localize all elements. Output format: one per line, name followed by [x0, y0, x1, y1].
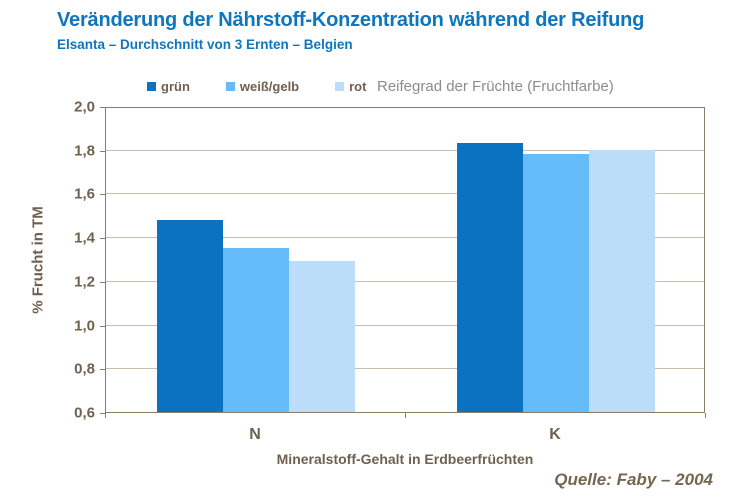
gridline — [106, 368, 704, 370]
source-credit: Quelle: Faby – 2004 — [554, 470, 713, 489]
legend-swatch-red-stage — [335, 81, 345, 91]
legend-item: grün — [147, 79, 190, 94]
legend-swatch-green-stage — [147, 81, 156, 91]
x-tick-mark — [705, 413, 706, 418]
bar-N-grün — [157, 219, 223, 412]
y-tick-mark — [100, 150, 105, 152]
gridline — [106, 237, 704, 239]
y-tick-mark — [100, 194, 105, 196]
y-tick-label: 2,0 — [74, 98, 95, 116]
y-tick-label: 0,8 — [74, 360, 95, 378]
chart-title: Veränderung der Nährstoff-Konzentration … — [57, 9, 645, 31]
legend-item-label: grün — [161, 78, 190, 94]
x-category-label: N — [249, 426, 261, 443]
bar-N-weiß/gelb — [223, 248, 289, 412]
bar-K-rot — [589, 149, 655, 412]
y-tick-label: 1,4 — [74, 229, 95, 247]
y-tick-mark — [100, 281, 105, 283]
bar-K-weiß/gelb — [523, 154, 589, 412]
x-tick-mark — [405, 413, 406, 418]
y-tick-label: 1,6 — [74, 185, 95, 203]
y-axis-title: % Frucht in TM — [29, 206, 47, 314]
bar-K-grün — [457, 143, 523, 412]
chart-subtitle: Elsanta – Durchschnitt von 3 Ernten – Be… — [57, 37, 353, 52]
gridline — [106, 324, 704, 326]
y-tick-label: 0,6 — [74, 404, 95, 422]
legend: grün weiß/gelb rot — [147, 76, 402, 96]
x-category-label: K — [549, 426, 561, 443]
x-axis-title: Mineralstoff-Gehalt in Erdbeerfrüchten — [276, 451, 534, 467]
y-tick-label: 1,0 — [74, 317, 95, 335]
y-tick-mark — [100, 238, 105, 240]
y-tick-mark — [100, 369, 105, 371]
gridline — [106, 280, 704, 282]
plot-area — [105, 107, 705, 413]
legend-note: Reifegrad der Früchte (Fruchtfarbe) — [377, 77, 614, 95]
y-tick-label: 1,2 — [74, 273, 95, 291]
bar-N-rot — [289, 261, 355, 412]
legend-swatch-white-yellow-stage — [225, 81, 235, 91]
x-tick-mark — [105, 413, 106, 418]
y-tick-mark — [100, 107, 105, 108]
y-tick-mark — [100, 413, 105, 414]
y-tick-mark — [100, 325, 105, 327]
gridline — [106, 149, 704, 151]
legend-item-label: rot — [349, 78, 367, 94]
legend-item: weiß/gelb — [225, 78, 300, 94]
gridline — [106, 193, 704, 195]
legend-item: rot — [335, 79, 366, 94]
y-tick-label: 1,8 — [74, 142, 95, 160]
legend-item-label: weiß/gelb — [239, 78, 300, 94]
